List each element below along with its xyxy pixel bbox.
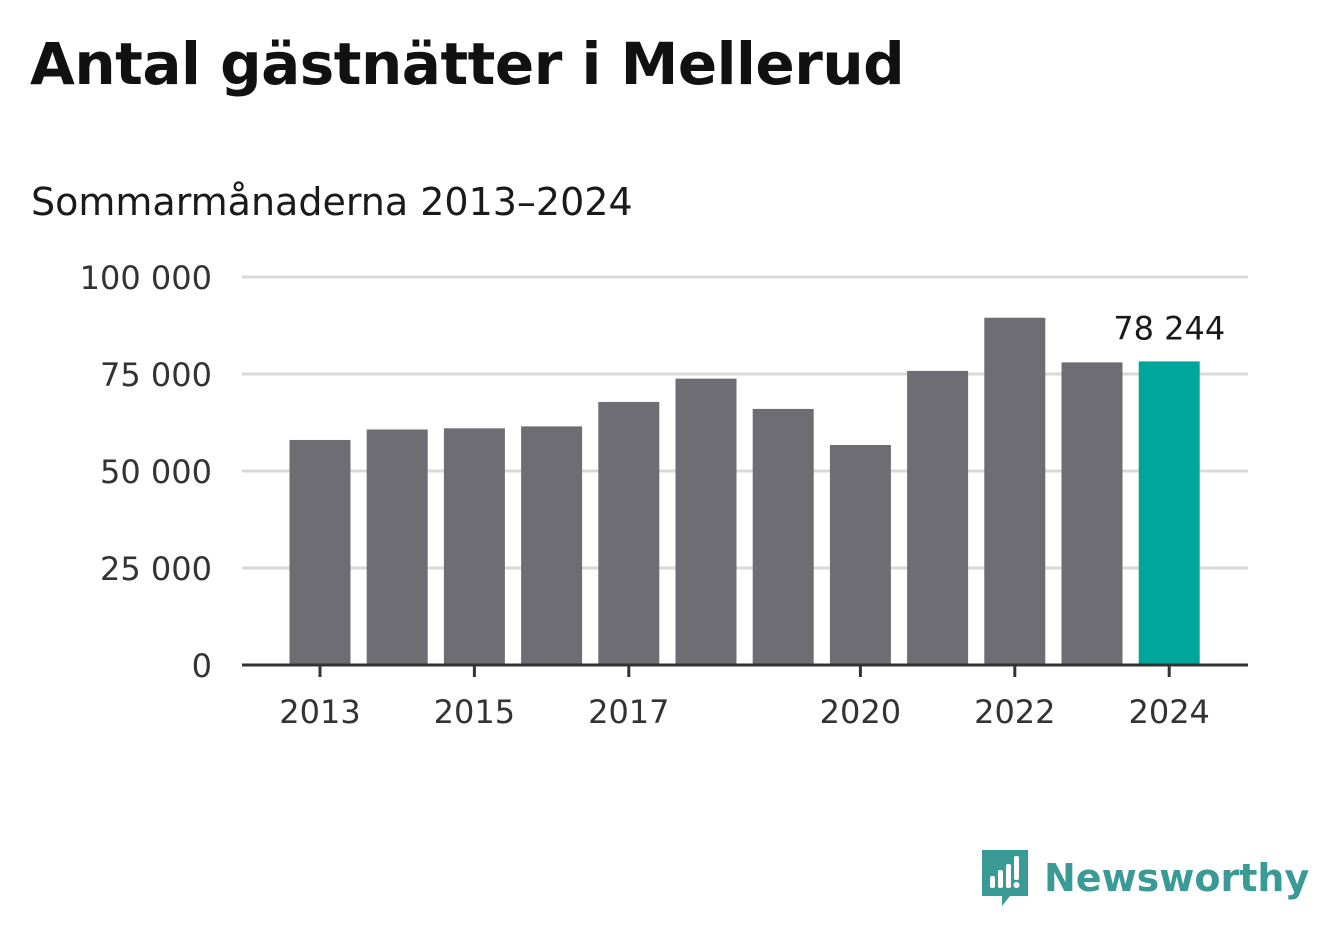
bar-2022: [984, 317, 1046, 665]
y-tick-label: 25 000: [100, 550, 212, 588]
y-tick-label: 50 000: [100, 453, 212, 491]
bar-2018: [675, 378, 737, 665]
bar-2017: [598, 401, 660, 665]
bar-2016: [521, 426, 583, 665]
labels: 0 25 000 50 000 75 000 100 000 78 244 2013 2015…: [80, 259, 1226, 731]
highlight-value-label: 78 244: [1113, 309, 1225, 347]
bar-2014: [366, 429, 428, 665]
y-tick-label: 100 000: [80, 259, 212, 297]
x-tick-label: 2013: [279, 693, 360, 731]
axes: [242, 663, 1248, 677]
newsworthy-logo-icon: [982, 850, 1028, 906]
y-tick-label: 0: [192, 647, 212, 685]
brand-logo: Newsworthy: [980, 848, 1309, 908]
bar-2019: [752, 408, 814, 665]
bar-2021: [907, 370, 969, 665]
x-tick-label: 2022: [974, 693, 1055, 731]
bar-2013: [289, 439, 351, 665]
bars: [289, 317, 1200, 665]
x-tick-label: 2017: [588, 693, 669, 731]
y-tick-label: 75 000: [100, 356, 212, 394]
x-tick-label: 2015: [434, 693, 515, 731]
bar-2020: [829, 445, 891, 665]
bar-2015: [443, 428, 505, 665]
chart-subtitle: Sommarmånaderna 2013–2024: [31, 180, 633, 224]
x-tick-label: 2024: [1128, 693, 1209, 731]
bar-2024: [1138, 361, 1200, 665]
brand-name: Newsworthy: [1044, 856, 1310, 900]
x-tick-label: 2020: [820, 693, 901, 731]
bar-2023: [1061, 362, 1123, 665]
chart-title: Antal gästnätter i Mellerud: [30, 30, 905, 98]
